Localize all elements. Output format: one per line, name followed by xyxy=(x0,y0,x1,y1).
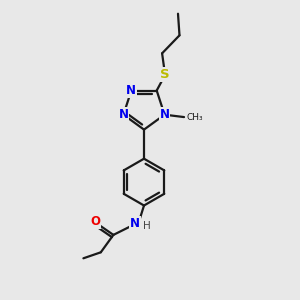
Text: N: N xyxy=(126,84,136,97)
Text: N: N xyxy=(160,108,170,121)
Text: S: S xyxy=(160,68,170,81)
Text: N: N xyxy=(118,108,128,121)
Text: CH₃: CH₃ xyxy=(186,112,203,122)
Text: H: H xyxy=(142,221,150,231)
Text: N: N xyxy=(130,217,140,230)
Text: O: O xyxy=(90,214,100,228)
